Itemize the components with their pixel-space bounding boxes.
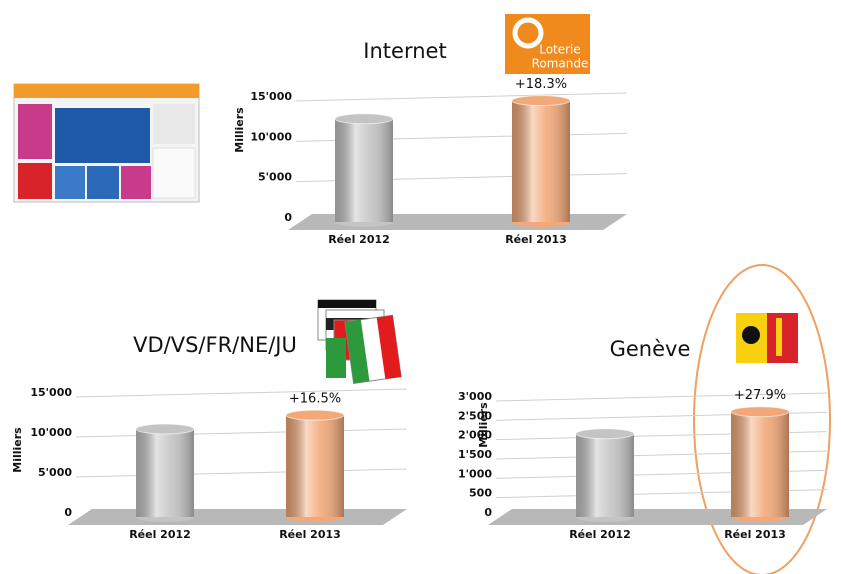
slide: Loterie Romande 0 5'000 10'000 15'000 Millie… [0,0,841,574]
canton-flags [318,300,798,383]
grid-line [296,93,627,101]
bar-shade [286,415,344,517]
y-tick-label: 1'500 [458,448,492,461]
bar-shade [576,434,634,517]
bar-top [286,410,344,420]
y-axis-label: Milliers [11,427,24,473]
x-tick-label: Réel 2012 [569,528,631,541]
x-tick-label: Réel 2012 [129,528,191,541]
logo-text: Loterie [539,43,581,57]
bar-top [731,407,789,417]
bar-shade [731,412,789,517]
y-tick-label: 10'000 [250,130,292,143]
y-tick-label: 15'000 [30,386,72,399]
x-tick-label: Réel 2012 [328,233,390,246]
y-axis-label: Milliers [233,107,246,153]
y-tick-label: 15'000 [250,90,292,103]
y-tick-label: 0 [64,506,72,519]
bar-top [576,429,634,439]
annotation: +27.9% [734,388,786,403]
grid-line [76,469,407,477]
y-tick-label: 0 [284,211,292,224]
y-tick-label: 5'000 [38,466,72,479]
x-tick-label: Réel 2013 [505,233,567,246]
bar-shade [136,429,194,517]
x-tick-label: Réel 2013 [279,528,341,541]
bar-top [335,114,393,124]
y-tick-label: 10'000 [30,426,72,439]
website-thumbnail [14,84,199,202]
y-axis-label: Milliers [477,402,490,448]
chart-title: Genève [610,337,691,361]
y-tick-label: 5'000 [258,171,292,184]
logo: Loterie Romande [505,14,590,74]
x-tick-label: Réel 2013 [724,528,786,541]
y-tick-label: 1'000 [458,467,492,480]
chart-title: Internet [363,39,446,63]
chart-title: VD/VS/FR/NE/JU [133,333,297,357]
bar-top [512,96,570,106]
y-tick-label: 3'000 [458,390,492,403]
y-tick-label: 500 [469,487,492,500]
y-tick-label: 0 [484,506,492,519]
grid-line [76,429,407,437]
logo-text: Romande [532,57,589,71]
floor [68,509,407,525]
bar-shade [512,101,570,222]
bar-top [136,424,194,434]
annotation: +16.5% [289,392,341,407]
bar-shade [335,119,393,222]
grid-line [76,389,407,397]
annotation: +18.3% [515,77,567,92]
